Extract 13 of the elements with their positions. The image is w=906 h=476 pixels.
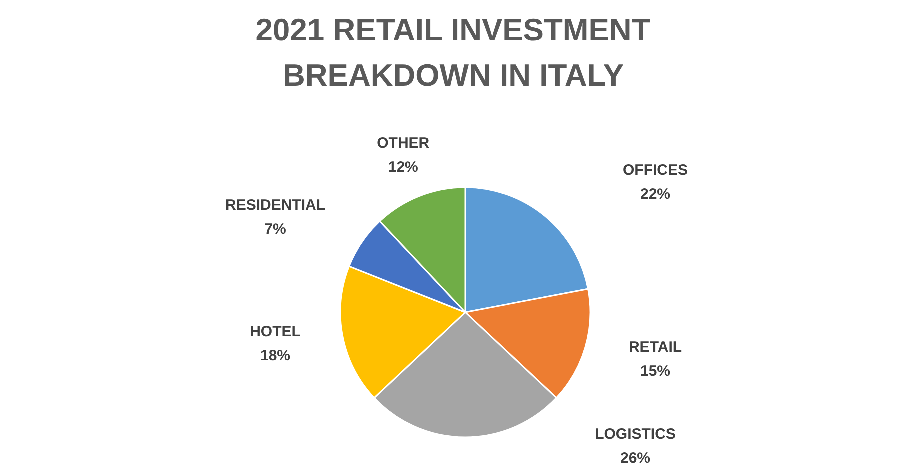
- slice-label: RETAIL: [628, 339, 682, 356]
- data-label: 26%: [620, 450, 651, 467]
- slice-label: OTHER: [377, 135, 430, 152]
- slice-label: RESIDENTIAL: [226, 197, 326, 214]
- slice-label: OFFICES: [623, 162, 688, 180]
- data-label: 18%: [260, 348, 291, 365]
- data-label: 22%: [640, 186, 671, 203]
- data-label: 15%: [640, 362, 671, 380]
- data-label: 7%: [264, 221, 286, 238]
- data-label: 12%: [388, 159, 418, 176]
- chart-title: 2021 RETAIL INVESTMENT BREAKDOWN IN ITALY: [256, 12, 651, 93]
- slice-label: HOTEL: [250, 324, 301, 341]
- slice-label: LOGISTICS: [595, 426, 676, 444]
